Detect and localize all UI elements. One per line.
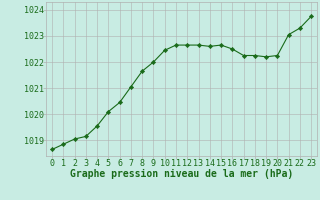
X-axis label: Graphe pression niveau de la mer (hPa): Graphe pression niveau de la mer (hPa) [70, 169, 293, 179]
